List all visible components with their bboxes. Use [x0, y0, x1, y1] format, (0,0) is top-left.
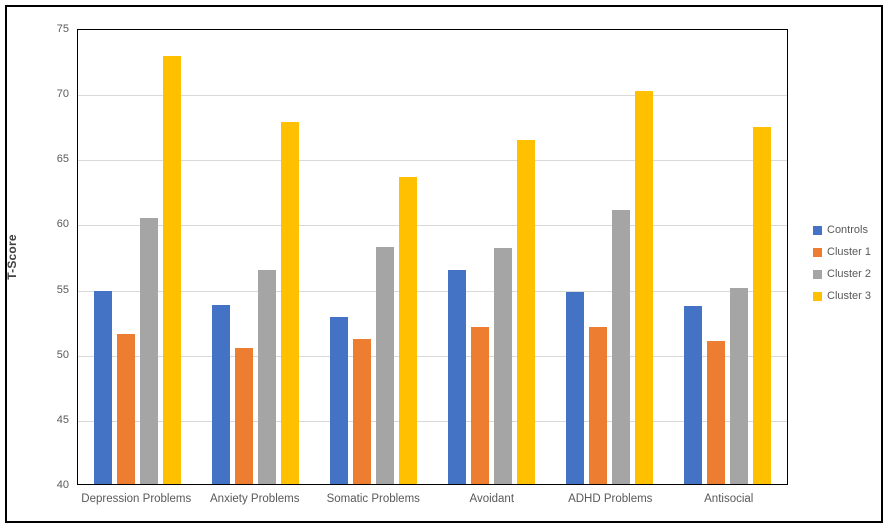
legend-label: Cluster 2 — [827, 268, 872, 280]
bar-group-3 — [433, 30, 551, 484]
bar-cluster-2-1 — [257, 269, 276, 484]
legend-label: Cluster 1 — [827, 246, 872, 258]
y-tick-label-75: 75 — [56, 23, 69, 35]
bar-cluster-1-2 — [352, 338, 371, 484]
legend-item-cluster-2: Cluster 2 — [813, 268, 871, 280]
legend-swatch-icon — [813, 247, 822, 257]
bar-cluster-1-5 — [707, 341, 726, 484]
x-tick-label-1: Anxiety Problems — [210, 493, 300, 505]
x-tick-label-4: ADHD Problems — [568, 493, 653, 505]
plot-area — [77, 29, 788, 485]
chart-frame-border: T-Score 40 45 50 55 60 65 70 75 Depression Prob… — [5, 5, 883, 523]
legend-item-controls: Controls — [813, 224, 871, 236]
legend-swatch-icon — [813, 269, 822, 279]
y-tick-label-40: 40 — [56, 479, 69, 491]
bar-controls-1 — [211, 305, 230, 484]
legend-item-cluster-3: Cluster 3 — [813, 290, 871, 302]
legend-swatch-icon — [813, 291, 822, 301]
y-tick-label-55: 55 — [56, 283, 69, 296]
gridline-45 — [78, 420, 787, 422]
legend-item-cluster-1: Cluster 1 — [813, 246, 871, 258]
bar-group-5 — [669, 30, 787, 484]
gridline-60 — [78, 225, 787, 227]
bar-cluster-2-4 — [612, 210, 631, 484]
bar-controls-3 — [448, 269, 467, 484]
bar-controls-2 — [329, 316, 348, 484]
x-tick-label-0: Depression Problems — [81, 493, 192, 505]
bar-cluster-3-3 — [517, 140, 536, 484]
gridline-65 — [78, 160, 787, 162]
gridline-50 — [78, 355, 787, 357]
bar-cluster-2-3 — [494, 247, 513, 484]
bar-cluster-2-0 — [139, 218, 158, 484]
bar-cluster-1-3 — [471, 327, 490, 484]
bar-cluster-3-5 — [753, 127, 772, 484]
y-axis-title: T-Score — [5, 234, 19, 280]
bar-controls-0 — [93, 290, 112, 484]
legend-label: Controls — [827, 224, 868, 236]
bar-cluster-1-1 — [234, 347, 253, 484]
x-tick-label-2: Somatic Problems — [326, 493, 420, 505]
bar-group-4 — [551, 30, 669, 484]
x-tick-label-3: Avoidant — [469, 493, 515, 505]
bar-group-0 — [78, 30, 196, 484]
legend: Controls Cluster 1 Cluster 2 Cluster 3 — [813, 224, 871, 302]
x-tick-label-5: Antisocial — [704, 493, 754, 505]
bar-cluster-1-0 — [116, 333, 135, 484]
y-tick-label-65: 65 — [56, 153, 69, 166]
gridline-55 — [78, 290, 787, 292]
bar-group-2 — [314, 30, 432, 484]
legend-label: Cluster 3 — [827, 290, 872, 302]
bar-group-1 — [196, 30, 314, 484]
bar-cluster-2-5 — [730, 288, 749, 484]
y-tick-label-70: 70 — [56, 88, 69, 101]
bar-controls-5 — [684, 306, 703, 484]
bar-cluster-3-4 — [635, 90, 654, 484]
y-tick-label-45: 45 — [56, 413, 69, 426]
y-tick-label-60: 60 — [56, 218, 69, 231]
y-tick-label-50: 50 — [56, 348, 69, 361]
bar-cluster-2-2 — [375, 246, 394, 484]
legend-swatch-icon — [813, 225, 822, 235]
bar-cluster-1-4 — [589, 327, 608, 484]
bar-cluster-3-2 — [398, 176, 417, 484]
bar-cluster-3-1 — [280, 122, 299, 484]
gridline-70 — [78, 95, 787, 97]
bar-cluster-3-0 — [162, 55, 181, 484]
bar-controls-4 — [566, 292, 585, 484]
